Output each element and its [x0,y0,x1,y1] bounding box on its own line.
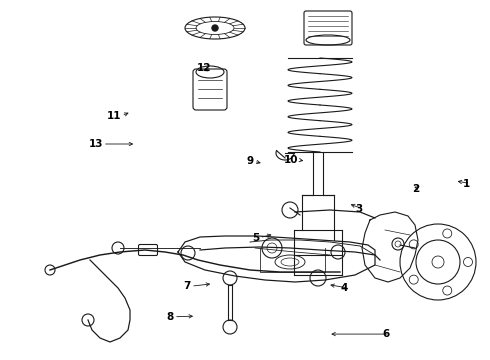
Text: 10: 10 [283,155,298,165]
FancyBboxPatch shape [304,11,352,45]
Text: 1: 1 [463,179,470,189]
Text: 4: 4 [341,283,348,293]
Text: 5: 5 [252,233,260,243]
Text: 2: 2 [412,184,419,194]
FancyBboxPatch shape [139,244,157,256]
Text: 6: 6 [382,329,390,339]
Text: 3: 3 [355,204,363,214]
Text: 7: 7 [184,281,191,291]
Circle shape [212,25,218,31]
Text: 9: 9 [246,156,254,166]
Text: 13: 13 [88,139,103,149]
Text: 11: 11 [107,111,122,121]
Text: 8: 8 [167,312,174,322]
Text: 12: 12 [197,63,212,73]
FancyBboxPatch shape [193,69,227,110]
